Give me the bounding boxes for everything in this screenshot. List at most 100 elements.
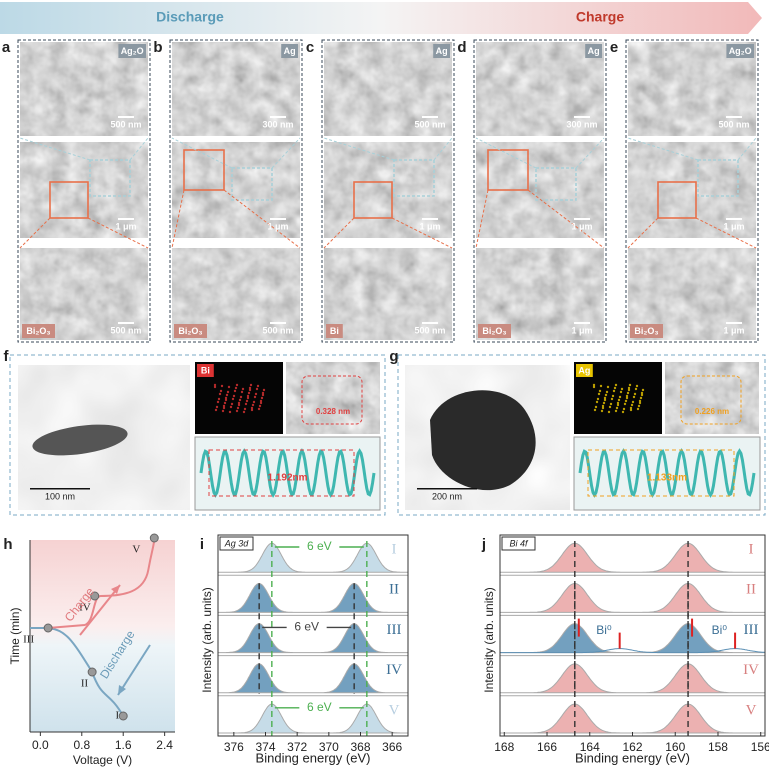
zoom-box <box>393 159 435 197</box>
core-level-tag <box>219 536 254 551</box>
state-label: IV <box>79 602 91 614</box>
panel-frame <box>625 39 759 343</box>
phase-label: Ag₂O <box>729 46 752 56</box>
eds-dot <box>639 396 643 400</box>
phase-tag <box>726 44 754 58</box>
eds-dot <box>605 390 609 394</box>
arrow-head <box>118 685 126 695</box>
scale-label: 1 μm <box>115 221 136 231</box>
scale-bar <box>118 218 134 220</box>
x-tick-label: 370 <box>319 740 339 754</box>
eds-dot <box>617 398 621 402</box>
eds-dot <box>223 401 227 405</box>
discharge-label: Discharge <box>156 9 224 25</box>
eds-dot <box>247 391 251 395</box>
scale-label: 1 μm <box>723 325 744 335</box>
x-tick-label: 166 <box>537 740 557 754</box>
span-label: 6 eV <box>307 539 332 553</box>
zoom-line <box>391 217 453 249</box>
sem-image <box>324 42 452 136</box>
xps-peak <box>500 663 765 694</box>
scale-label: 500 nm <box>414 325 445 335</box>
phase-tag <box>281 44 298 58</box>
scale-bar <box>118 322 134 324</box>
row-label: II <box>746 582 756 598</box>
eds-dot <box>261 393 265 397</box>
xps-peak <box>500 542 765 573</box>
zoom-line <box>271 137 301 169</box>
eds-dot <box>246 396 250 400</box>
charge-curve <box>48 537 156 629</box>
hrtem <box>286 362 380 434</box>
eds-dot <box>595 400 599 404</box>
scale-bar <box>118 116 134 118</box>
scale-bar <box>30 488 90 490</box>
zoom-line <box>527 189 605 249</box>
eds-dot <box>593 408 597 412</box>
scale-bar <box>574 116 590 118</box>
panel-letter: a <box>2 39 11 56</box>
span-label: 6 eV <box>294 620 319 634</box>
zoom-box <box>657 181 697 219</box>
eds-dot <box>614 383 618 387</box>
eds-dot <box>612 389 616 393</box>
row-label: IV <box>386 662 402 678</box>
phase-label: Bi₂O₃ <box>482 326 506 336</box>
panel-letter: g <box>389 348 398 365</box>
zoom-line <box>695 217 757 249</box>
charge-arrow <box>79 584 121 636</box>
eds-dot <box>248 388 252 392</box>
hrtem <box>665 362 759 434</box>
state-point <box>149 533 159 543</box>
scale-bar <box>574 322 590 324</box>
xps-peak <box>218 583 408 613</box>
eds-dot <box>241 387 245 391</box>
eds-dot <box>224 398 228 402</box>
eds-dot <box>636 407 640 411</box>
eds-dot <box>603 398 607 402</box>
eds-dot <box>598 389 602 393</box>
x-axis-label: Binding energy (eV) <box>575 750 690 765</box>
eds-dot <box>604 393 608 397</box>
eds-dot <box>611 394 615 398</box>
eds-dot <box>632 395 636 399</box>
y-axis-label: Intensity (arb. units) <box>200 587 214 692</box>
xps-peak <box>218 623 408 654</box>
row-label: I <box>392 542 397 558</box>
scale-label: 1 μm <box>571 325 592 335</box>
discharge-arrow <box>117 644 151 696</box>
eds-dot <box>629 406 633 410</box>
x-tick-label: 366 <box>382 740 402 754</box>
span-label: 6 eV <box>307 700 332 714</box>
xps-peak <box>218 663 408 694</box>
eds-dot <box>230 402 234 406</box>
eds-dot <box>213 383 217 387</box>
profile-label: 1.192nm <box>267 473 307 484</box>
span-label-bg <box>299 540 340 554</box>
eds-dot <box>260 396 264 400</box>
eds-dot <box>256 384 260 388</box>
eds-dot <box>622 407 626 411</box>
eds-dot <box>224 396 228 400</box>
phase-label: Bi₂O₃ <box>178 326 202 336</box>
panel-letter: c <box>306 39 314 56</box>
core-level-label: Ag 3d <box>224 538 250 548</box>
xps-peak <box>218 703 408 734</box>
x-tick-label: 160 <box>665 740 685 754</box>
zoom-line <box>475 137 537 169</box>
eds-dot <box>257 407 261 411</box>
eds-dot <box>594 405 598 409</box>
state-point <box>90 591 100 601</box>
zoom-line <box>171 137 233 169</box>
scale-label: 1 μm <box>267 221 288 231</box>
eds-dot <box>222 404 226 408</box>
core-level-tag <box>501 536 536 551</box>
scale-bar <box>726 218 742 220</box>
y-axis-label: Time (min) <box>8 608 22 665</box>
eds-dot <box>621 410 625 414</box>
x-tick-label: 164 <box>580 740 600 754</box>
scale-bar <box>422 116 438 118</box>
eds-dot <box>627 388 631 392</box>
row-label: III <box>744 622 759 638</box>
